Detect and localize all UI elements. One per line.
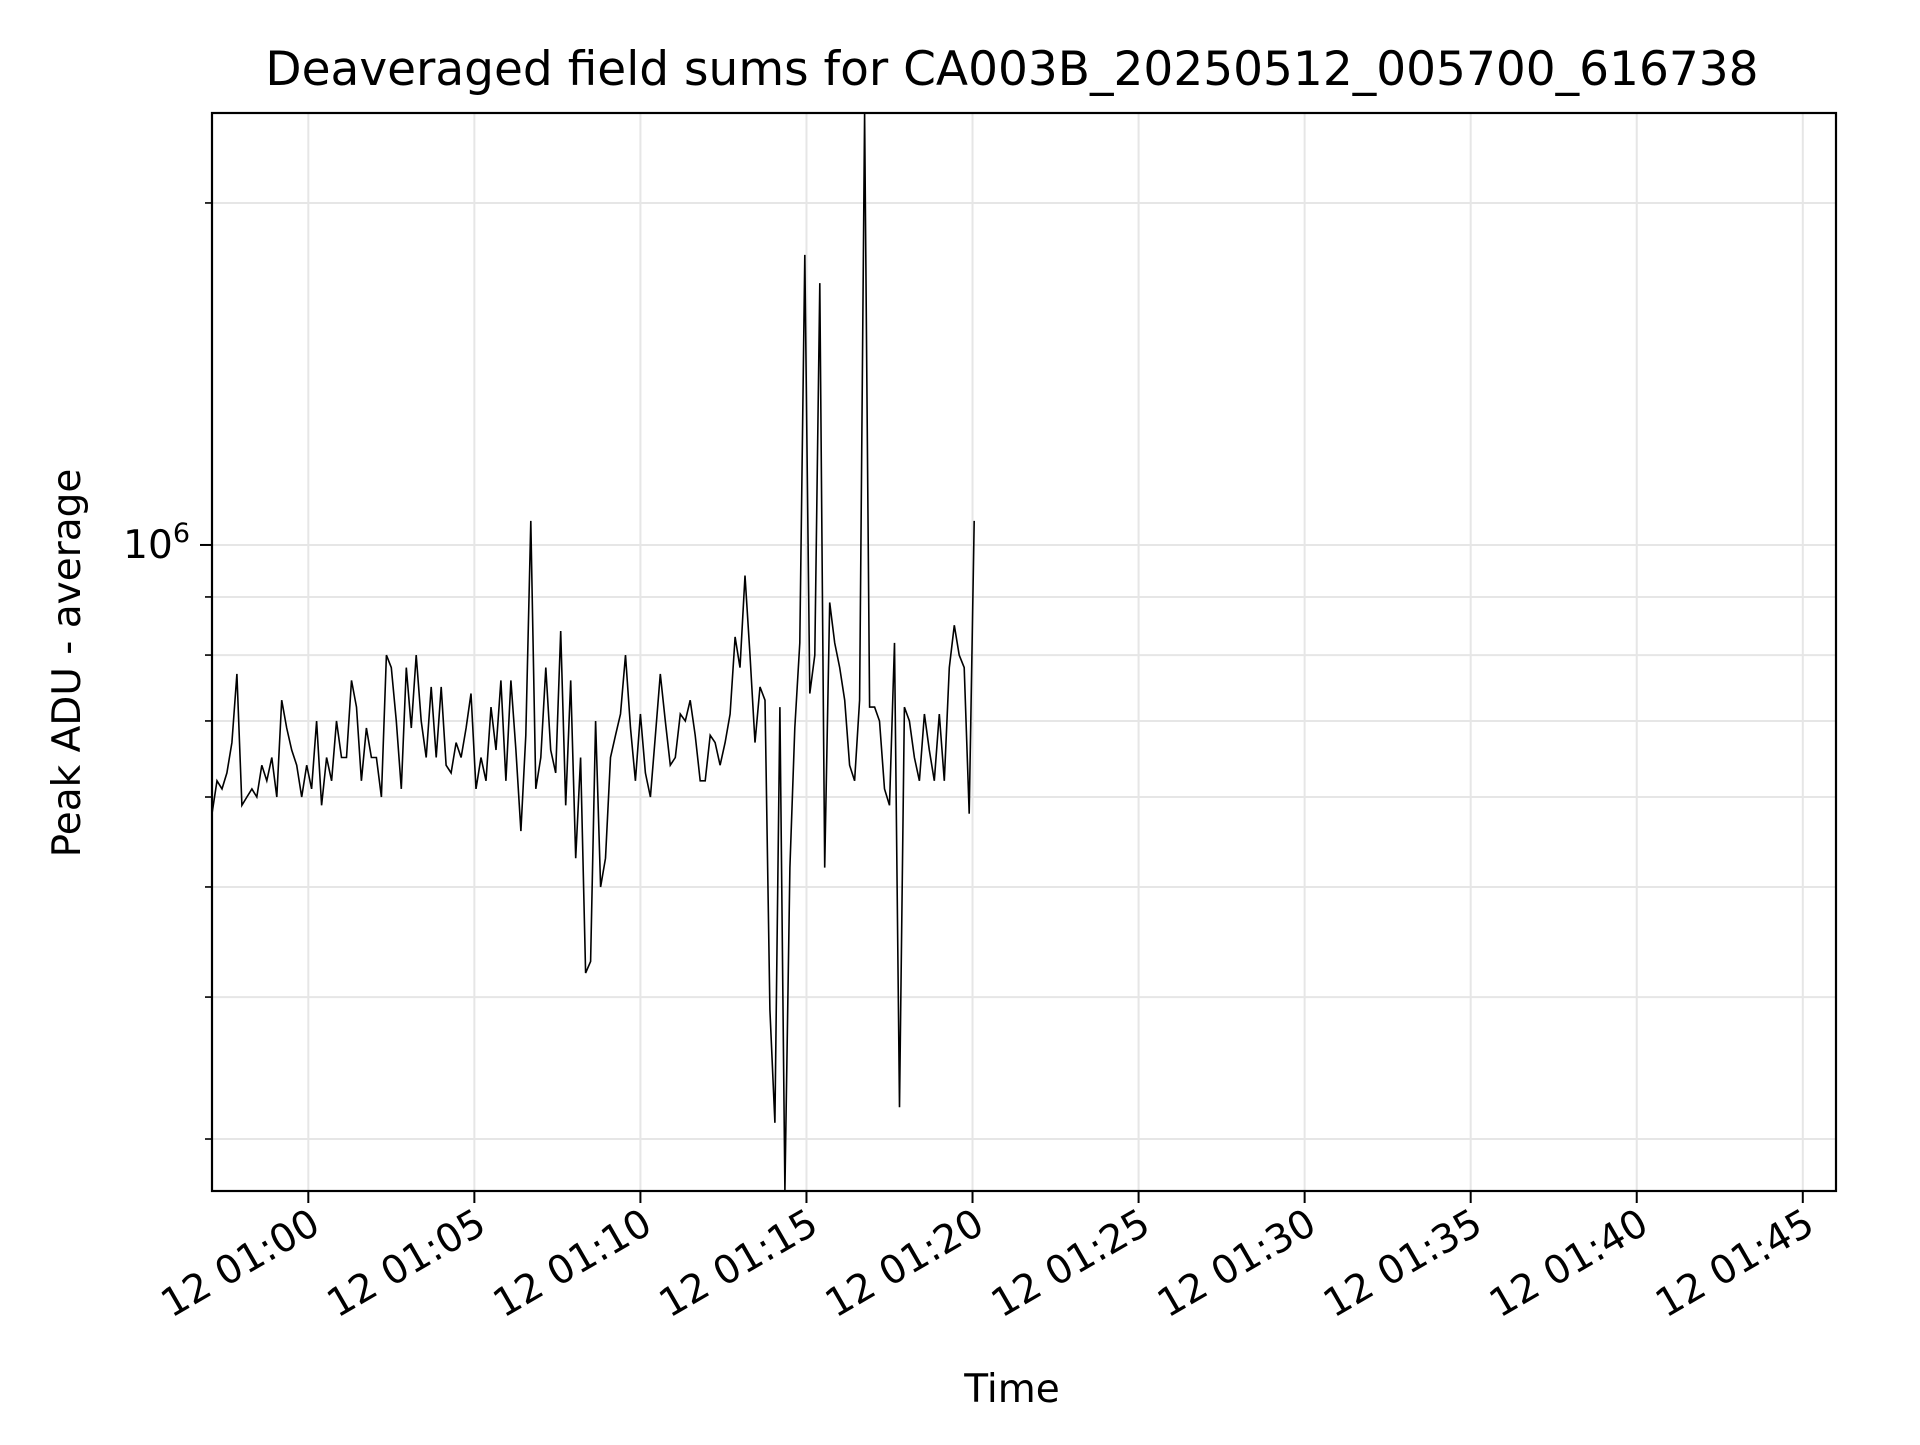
x-tick-label: 12 01:10 (486, 1201, 660, 1327)
y-tick-label-base: 10 (123, 523, 173, 568)
x-tick-label: 12 01:35 (1316, 1201, 1490, 1327)
x-tick-label: 12 01:30 (1150, 1201, 1324, 1327)
x-tick-label: 12 01:05 (320, 1201, 494, 1327)
y-axis-label: Peak ADU - average (45, 469, 90, 858)
y-tick-label-exponent: 6 (173, 518, 190, 549)
grid-lines (212, 113, 1836, 1191)
plot-frame (210, 111, 1838, 1193)
x-tick-label: 12 01:40 (1482, 1201, 1656, 1327)
chart-title: Deaveraged field sums for CA003B_2025051… (265, 42, 1758, 97)
x-tick-label: 12 01:20 (818, 1201, 992, 1327)
x-axis-label: Time (963, 1367, 1059, 1412)
x-tick-label: 12 01:00 (154, 1201, 328, 1327)
axes (210, 111, 1838, 1193)
series-layer (211, 112, 975, 1192)
series-line (211, 112, 975, 1192)
y-tick-label: 106 (123, 518, 190, 568)
x-tick-label: 12 01:25 (984, 1201, 1158, 1327)
x-tick-label: 12 01:45 (1648, 1201, 1822, 1327)
x-tick-label: 12 01:15 (652, 1201, 826, 1327)
